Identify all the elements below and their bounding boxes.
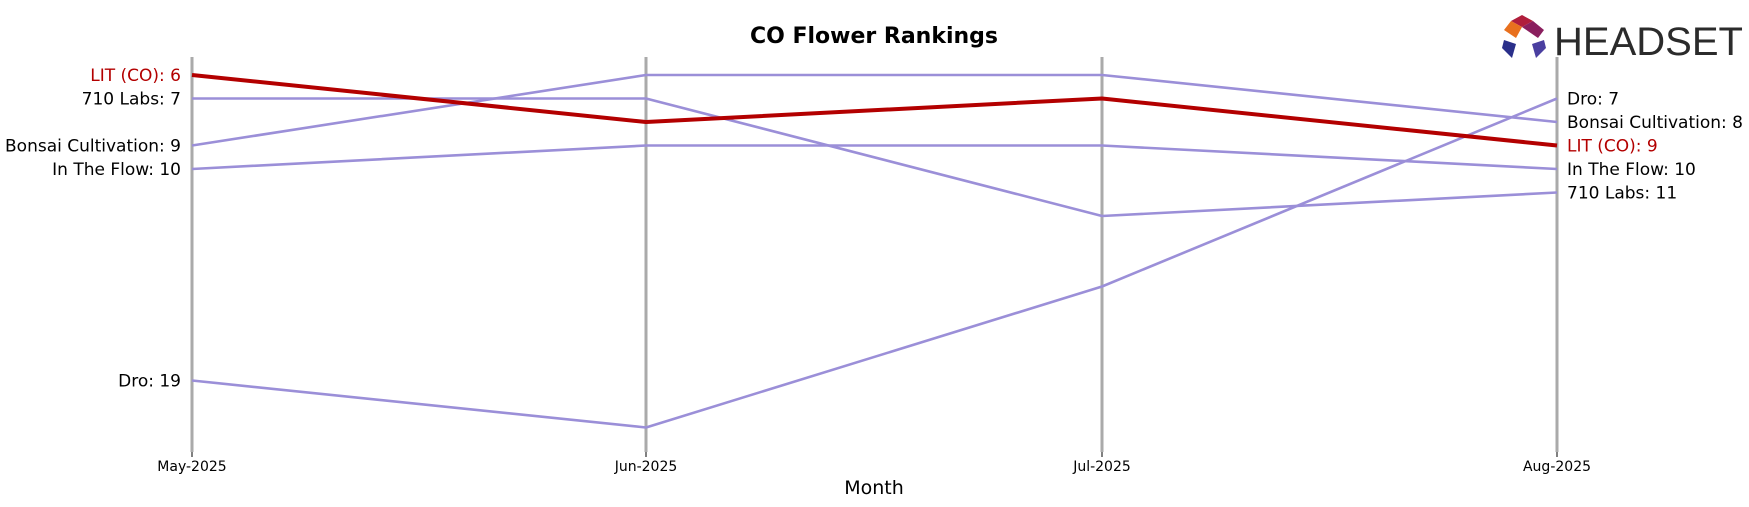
headset-logo: HEADSET: [1502, 15, 1743, 64]
start-label-710-labs: 710 Labs: 7: [82, 90, 181, 110]
end-label-lit-co-: LIT (CO): 9: [1567, 137, 1658, 157]
end-label-dro: Dro: 7: [1567, 90, 1619, 110]
x-tick-label: Jun-2025: [614, 459, 678, 475]
x-axis-label: Month: [844, 477, 904, 499]
series-lines: [191, 73, 1558, 429]
start-label-bonsai-cultivation: Bonsai Cultivation: 9: [5, 137, 181, 157]
series-line-dro: [191, 97, 1558, 429]
start-label-dro: Dro: 19: [118, 372, 181, 392]
x-tick-label: Jul-2025: [1072, 459, 1131, 475]
end-label-bonsai-cultivation: Bonsai Cultivation: 8: [1567, 113, 1743, 133]
chart-title: CO Flower Rankings: [750, 24, 998, 49]
start-label-in-the-flow: In The Flow: 10: [52, 160, 181, 180]
x-tick-label: Aug-2025: [1523, 459, 1591, 475]
gridlines: [190, 57, 1559, 452]
series-line-in-the-flow: [191, 144, 1558, 171]
series-line-bonsai-cultivation: [191, 73, 1558, 147]
start-label-lit-co-: LIT (CO): 6: [90, 66, 181, 86]
headset-logo-mark-icon: [1502, 15, 1546, 58]
end-labels: LIT (CO): 6 LIT (CO): 9 710 Labs: 7 710 Lab…: [5, 66, 1743, 392]
end-label-in-the-flow: In The Flow: 10: [1567, 160, 1696, 180]
series-line-lit-co-: [191, 73, 1558, 148]
headset-logo-text: HEADSET: [1554, 20, 1743, 64]
x-tick-labels: May-2025 Jun-2025 Jul-2025 Aug-2025: [157, 452, 1591, 475]
x-tick-label: May-2025: [157, 459, 226, 475]
end-label-710-labs: 710 Labs: 11: [1567, 184, 1677, 204]
